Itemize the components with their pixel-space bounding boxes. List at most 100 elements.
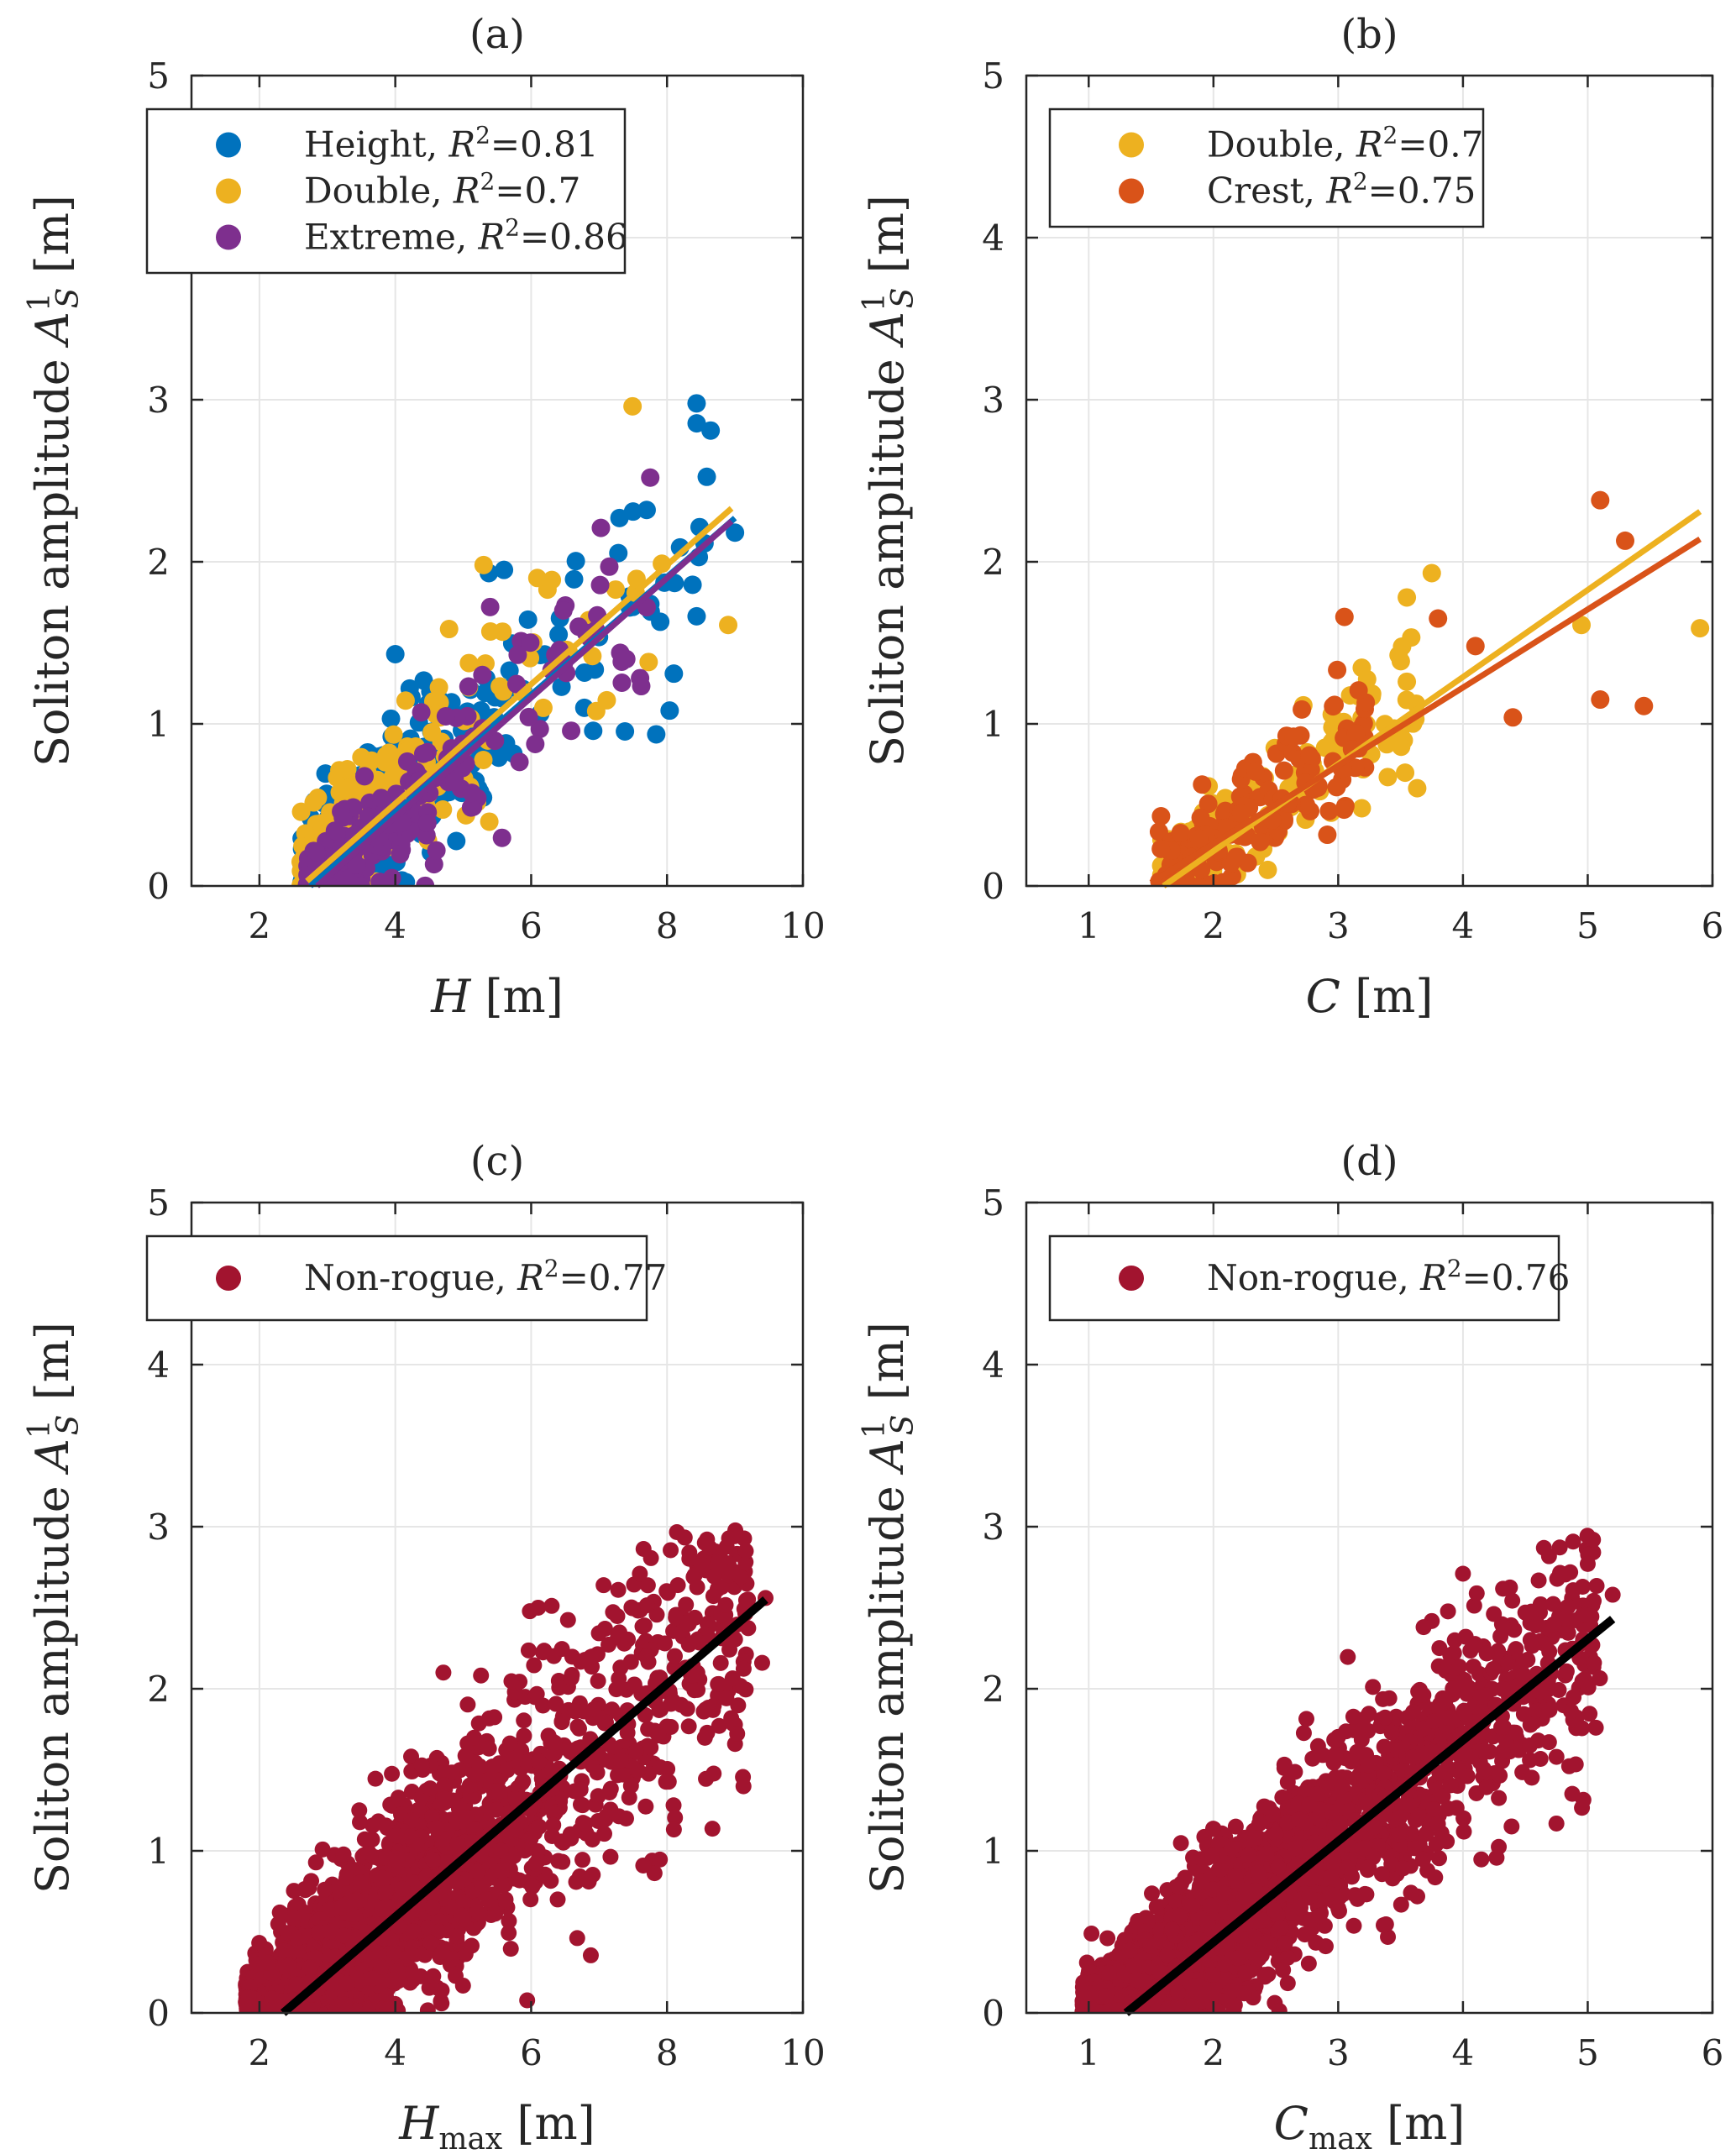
data-point <box>663 1542 679 1559</box>
data-point <box>635 1857 652 1874</box>
data-point <box>602 1780 619 1797</box>
data-point <box>497 1891 514 1908</box>
data-point <box>1151 839 1171 858</box>
data-point <box>652 1759 669 1776</box>
data-point <box>563 1830 580 1847</box>
data-point <box>480 1740 497 1757</box>
y-label-unit: [m] <box>26 195 79 288</box>
data-point <box>740 1620 757 1637</box>
legend-sup: 2 <box>1383 122 1398 149</box>
data-point <box>301 1959 317 1976</box>
data-point <box>489 748 508 768</box>
legend-marker <box>1119 132 1144 158</box>
y-tick-label: 4 <box>982 217 1004 259</box>
y-label-prefix: Soliton amplitude <box>26 344 79 767</box>
data-point <box>473 1667 490 1684</box>
data-point <box>524 1879 541 1895</box>
x-axis-label: H [m] <box>430 970 564 1023</box>
data-point <box>435 1664 452 1681</box>
data-point <box>1328 660 1347 679</box>
data-point <box>507 1821 524 1838</box>
data-point <box>1408 778 1427 798</box>
data-point <box>598 1714 615 1731</box>
x-axis-label: C [m] <box>1306 970 1434 1023</box>
data-point <box>1591 690 1610 710</box>
data-point <box>450 1800 467 1817</box>
y-tick-label: 1 <box>147 704 170 745</box>
x-tick-label: 2 <box>249 905 271 946</box>
y-label-sub: S <box>51 288 86 309</box>
y-tick-label: 2 <box>147 1669 170 1710</box>
y-tick-label: 1 <box>982 704 1004 745</box>
legend-entry-label: Double, R2=0.7 <box>1207 122 1483 165</box>
data-point <box>632 1565 648 1582</box>
data-point <box>610 1581 627 1598</box>
data-point <box>459 1696 476 1713</box>
x-tick-label: 10 <box>780 905 825 946</box>
data-point <box>335 1846 352 1863</box>
y-axis-label: Soliton amplitude A1S [m] <box>23 195 86 767</box>
data-point <box>638 1597 655 1614</box>
data-point <box>307 842 326 862</box>
series-extreme <box>297 468 660 886</box>
data-point <box>443 1764 460 1781</box>
data-point <box>1572 616 1592 635</box>
data-point <box>356 1831 373 1847</box>
data-point <box>493 1863 510 1879</box>
data-point <box>325 821 344 841</box>
data-point <box>726 523 745 542</box>
y-label-var: A <box>26 312 79 349</box>
data-point <box>1428 1836 1445 1853</box>
data-point <box>339 1975 356 1992</box>
data-point <box>658 1774 674 1790</box>
plot-area <box>1074 1528 1621 2013</box>
x-label-var: C <box>1306 970 1340 1023</box>
data-point <box>1198 794 1218 814</box>
y-label-unit: [m] <box>861 195 914 288</box>
y-tick-label: 2 <box>982 542 1004 583</box>
data-point <box>519 1992 536 2009</box>
data-point <box>1455 1823 1472 1840</box>
data-point <box>317 1881 333 1898</box>
data-point <box>535 1697 552 1714</box>
legend-r: R <box>1356 124 1383 165</box>
fit-line-double <box>1162 509 1702 888</box>
data-point <box>1171 823 1190 842</box>
legend-entry-label: Double, R2=0.7 <box>304 168 580 212</box>
data-point <box>718 1690 735 1706</box>
data-point <box>371 789 391 808</box>
data-point <box>1299 746 1319 765</box>
data-point <box>1471 1665 1487 1682</box>
data-point <box>449 1874 466 1891</box>
data-point <box>427 841 446 860</box>
data-point <box>1503 708 1523 727</box>
y-label-sup: 1 <box>858 292 892 312</box>
data-point <box>1466 637 1485 656</box>
legend-name: Double, <box>1207 124 1356 165</box>
data-point <box>424 855 443 874</box>
legend-r2-value: =0.86 <box>520 217 628 258</box>
data-point <box>362 751 381 770</box>
data-point <box>413 1757 430 1774</box>
data-point <box>351 876 370 886</box>
data-point <box>1189 829 1209 848</box>
data-point <box>1588 1578 1605 1595</box>
data-point <box>622 1777 639 1794</box>
data-point <box>377 1884 394 1900</box>
legend-r: R <box>453 170 480 212</box>
data-point <box>543 570 562 590</box>
data-point <box>665 1797 682 1814</box>
data-point <box>466 1729 483 1746</box>
data-point <box>658 1583 675 1600</box>
data-point <box>323 1901 339 1918</box>
data-point <box>374 1869 391 1886</box>
data-point <box>610 508 629 527</box>
data-point <box>717 1596 734 1613</box>
data-point <box>275 1942 292 1959</box>
legend-marker <box>216 224 241 250</box>
data-point <box>695 1557 711 1574</box>
data-point <box>286 1883 302 1900</box>
legend-name: Height, <box>304 124 448 165</box>
